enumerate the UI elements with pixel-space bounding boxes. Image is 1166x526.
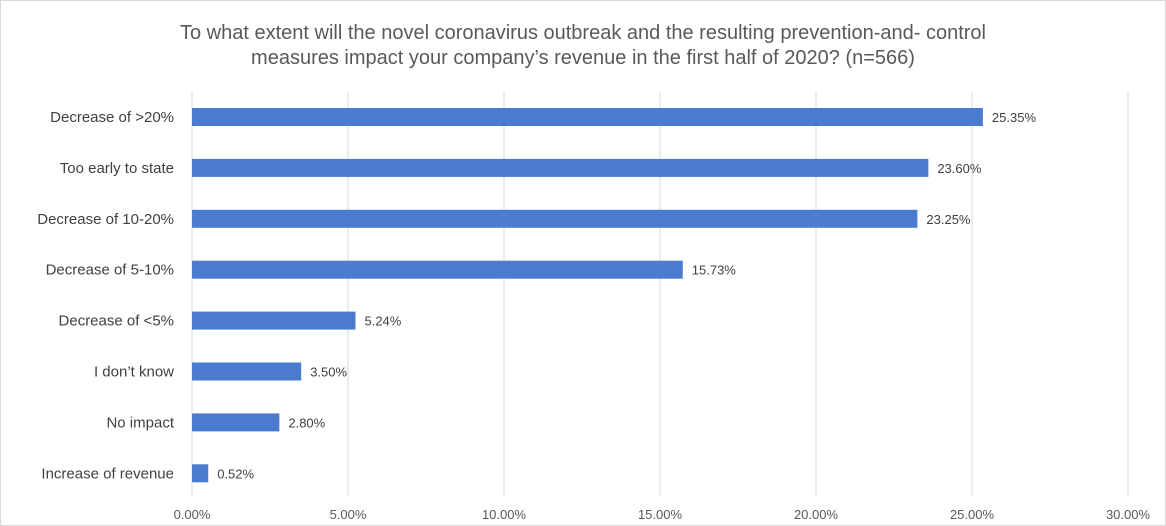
category-labels: Decrease of >20% Too early to state Decrea…	[37, 109, 175, 482]
bar	[192, 362, 302, 381]
category-label: No impact	[106, 414, 174, 431]
x-tick-label: 25.00%	[950, 507, 995, 522]
bar	[192, 311, 356, 330]
bar	[192, 464, 209, 483]
category-label: I don’t know	[94, 364, 174, 381]
category-label: Decrease of 5-10%	[46, 262, 174, 279]
category-label: Increase of revenue	[41, 465, 174, 482]
x-tick-label: 0.00%	[174, 507, 211, 522]
gridlines	[191, 92, 1129, 496]
bars	[192, 108, 983, 483]
bar	[192, 108, 983, 126]
data-label: 0.52%	[217, 466, 254, 481]
bar	[192, 413, 280, 432]
category-label: Decrease of >20%	[50, 109, 174, 126]
data-label: 5.24%	[364, 314, 401, 329]
x-tick-label: 5.00%	[330, 507, 367, 522]
bar	[192, 260, 683, 279]
data-label: 23.60%	[937, 161, 982, 176]
data-label: 23.25%	[926, 212, 971, 227]
x-tick-label: 20.00%	[794, 507, 839, 522]
data-label: 15.73%	[692, 263, 737, 278]
x-axis-tick-labels: 0.00% 5.00% 10.00% 15.00% 20.00% 25.00% 30.00%	[174, 507, 1151, 522]
data-label: 25.35%	[992, 110, 1037, 125]
chart-title: To what extent will the novel coronaviru…	[1, 21, 1165, 71]
bar	[192, 158, 929, 177]
x-tick-label: 15.00%	[638, 507, 683, 522]
x-tick-label: 10.00%	[482, 507, 527, 522]
category-label: Decrease of <5%	[59, 313, 174, 330]
x-tick-label: 30.00%	[1106, 507, 1151, 522]
data-label: 3.50%	[310, 365, 347, 380]
chart-title-line-1: To what extent will the novel coronaviru…	[179, 22, 986, 44]
chart-title-line-2: measures impact your company’s revenue i…	[251, 47, 915, 69]
bar	[192, 209, 918, 228]
data-label: 2.80%	[288, 415, 325, 430]
category-label: Decrease of 10-20%	[37, 211, 174, 228]
data-labels: 25.35% 23.60% 23.25% 15.73% 5.24% 3.50% 2.80% 0…	[217, 110, 1036, 481]
category-label: Too early to state	[60, 160, 174, 177]
